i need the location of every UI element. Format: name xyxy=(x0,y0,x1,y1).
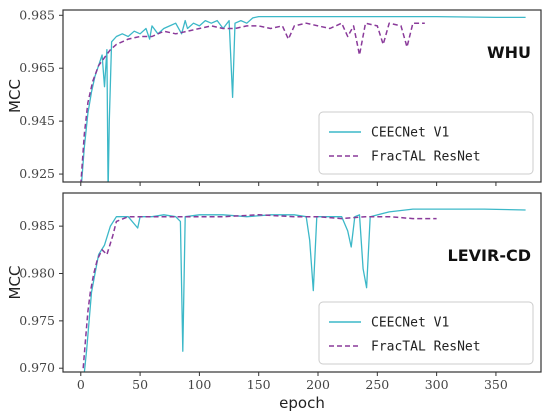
panel-label: LEVIR-CD xyxy=(448,246,531,265)
legend-label: FracTAL ResNet xyxy=(371,150,481,165)
x-axis-title: epoch xyxy=(279,394,325,412)
legend: CEECNet V1 FracTAL ResNet xyxy=(318,111,534,175)
legend-box xyxy=(318,111,534,175)
x-tick-label: 0 xyxy=(77,377,85,392)
y-tick-label: 0.985 xyxy=(19,218,55,233)
legend-label: CEECNet V1 xyxy=(371,316,449,331)
series-line-ceecnet-v1 xyxy=(83,208,526,372)
y-tick-label: 0.965 xyxy=(19,60,55,75)
panel-label: WHU xyxy=(487,43,531,62)
y-tick-label: 0.985 xyxy=(19,7,55,22)
x-tick-label: 50 xyxy=(132,377,148,392)
x-tick-label: 250 xyxy=(365,377,389,392)
y-axis-title: MCC xyxy=(6,266,24,300)
y-axis-title: MCC xyxy=(6,79,24,113)
y-tick-label: 0.975 xyxy=(19,313,55,328)
plot-frame xyxy=(62,9,542,183)
y-tick-label: 0.970 xyxy=(19,360,55,375)
y-tick-label: 0.945 xyxy=(19,113,55,128)
y-tick-label: 0.925 xyxy=(19,166,55,181)
x-tick-label: 150 xyxy=(247,377,271,392)
legend-label: FracTAL ResNet xyxy=(371,340,481,355)
legend-box xyxy=(318,301,534,365)
panel-1: 0.970 0.975 0.980 0.985 0 50 100 150 200 250 300 35… xyxy=(6,192,542,412)
x-tick-label: 200 xyxy=(306,377,330,392)
legend-label: CEECNet V1 xyxy=(371,126,449,141)
plot-frame xyxy=(62,192,542,373)
legend: CEECNet V1 FracTAL ResNet xyxy=(318,301,534,365)
series-line-fractal-resnet xyxy=(82,214,437,369)
x-tick-label: 300 xyxy=(425,377,449,392)
series-line-ceecnet-v1 xyxy=(80,15,526,182)
x-tick-label: 100 xyxy=(187,377,211,392)
y-tick-label: 0.980 xyxy=(19,266,55,281)
x-tick-label: 350 xyxy=(484,377,508,392)
panel-0: 0.925 0.945 0.965 0.985 MCC WHU CEECNet V1 Frac… xyxy=(6,7,542,186)
